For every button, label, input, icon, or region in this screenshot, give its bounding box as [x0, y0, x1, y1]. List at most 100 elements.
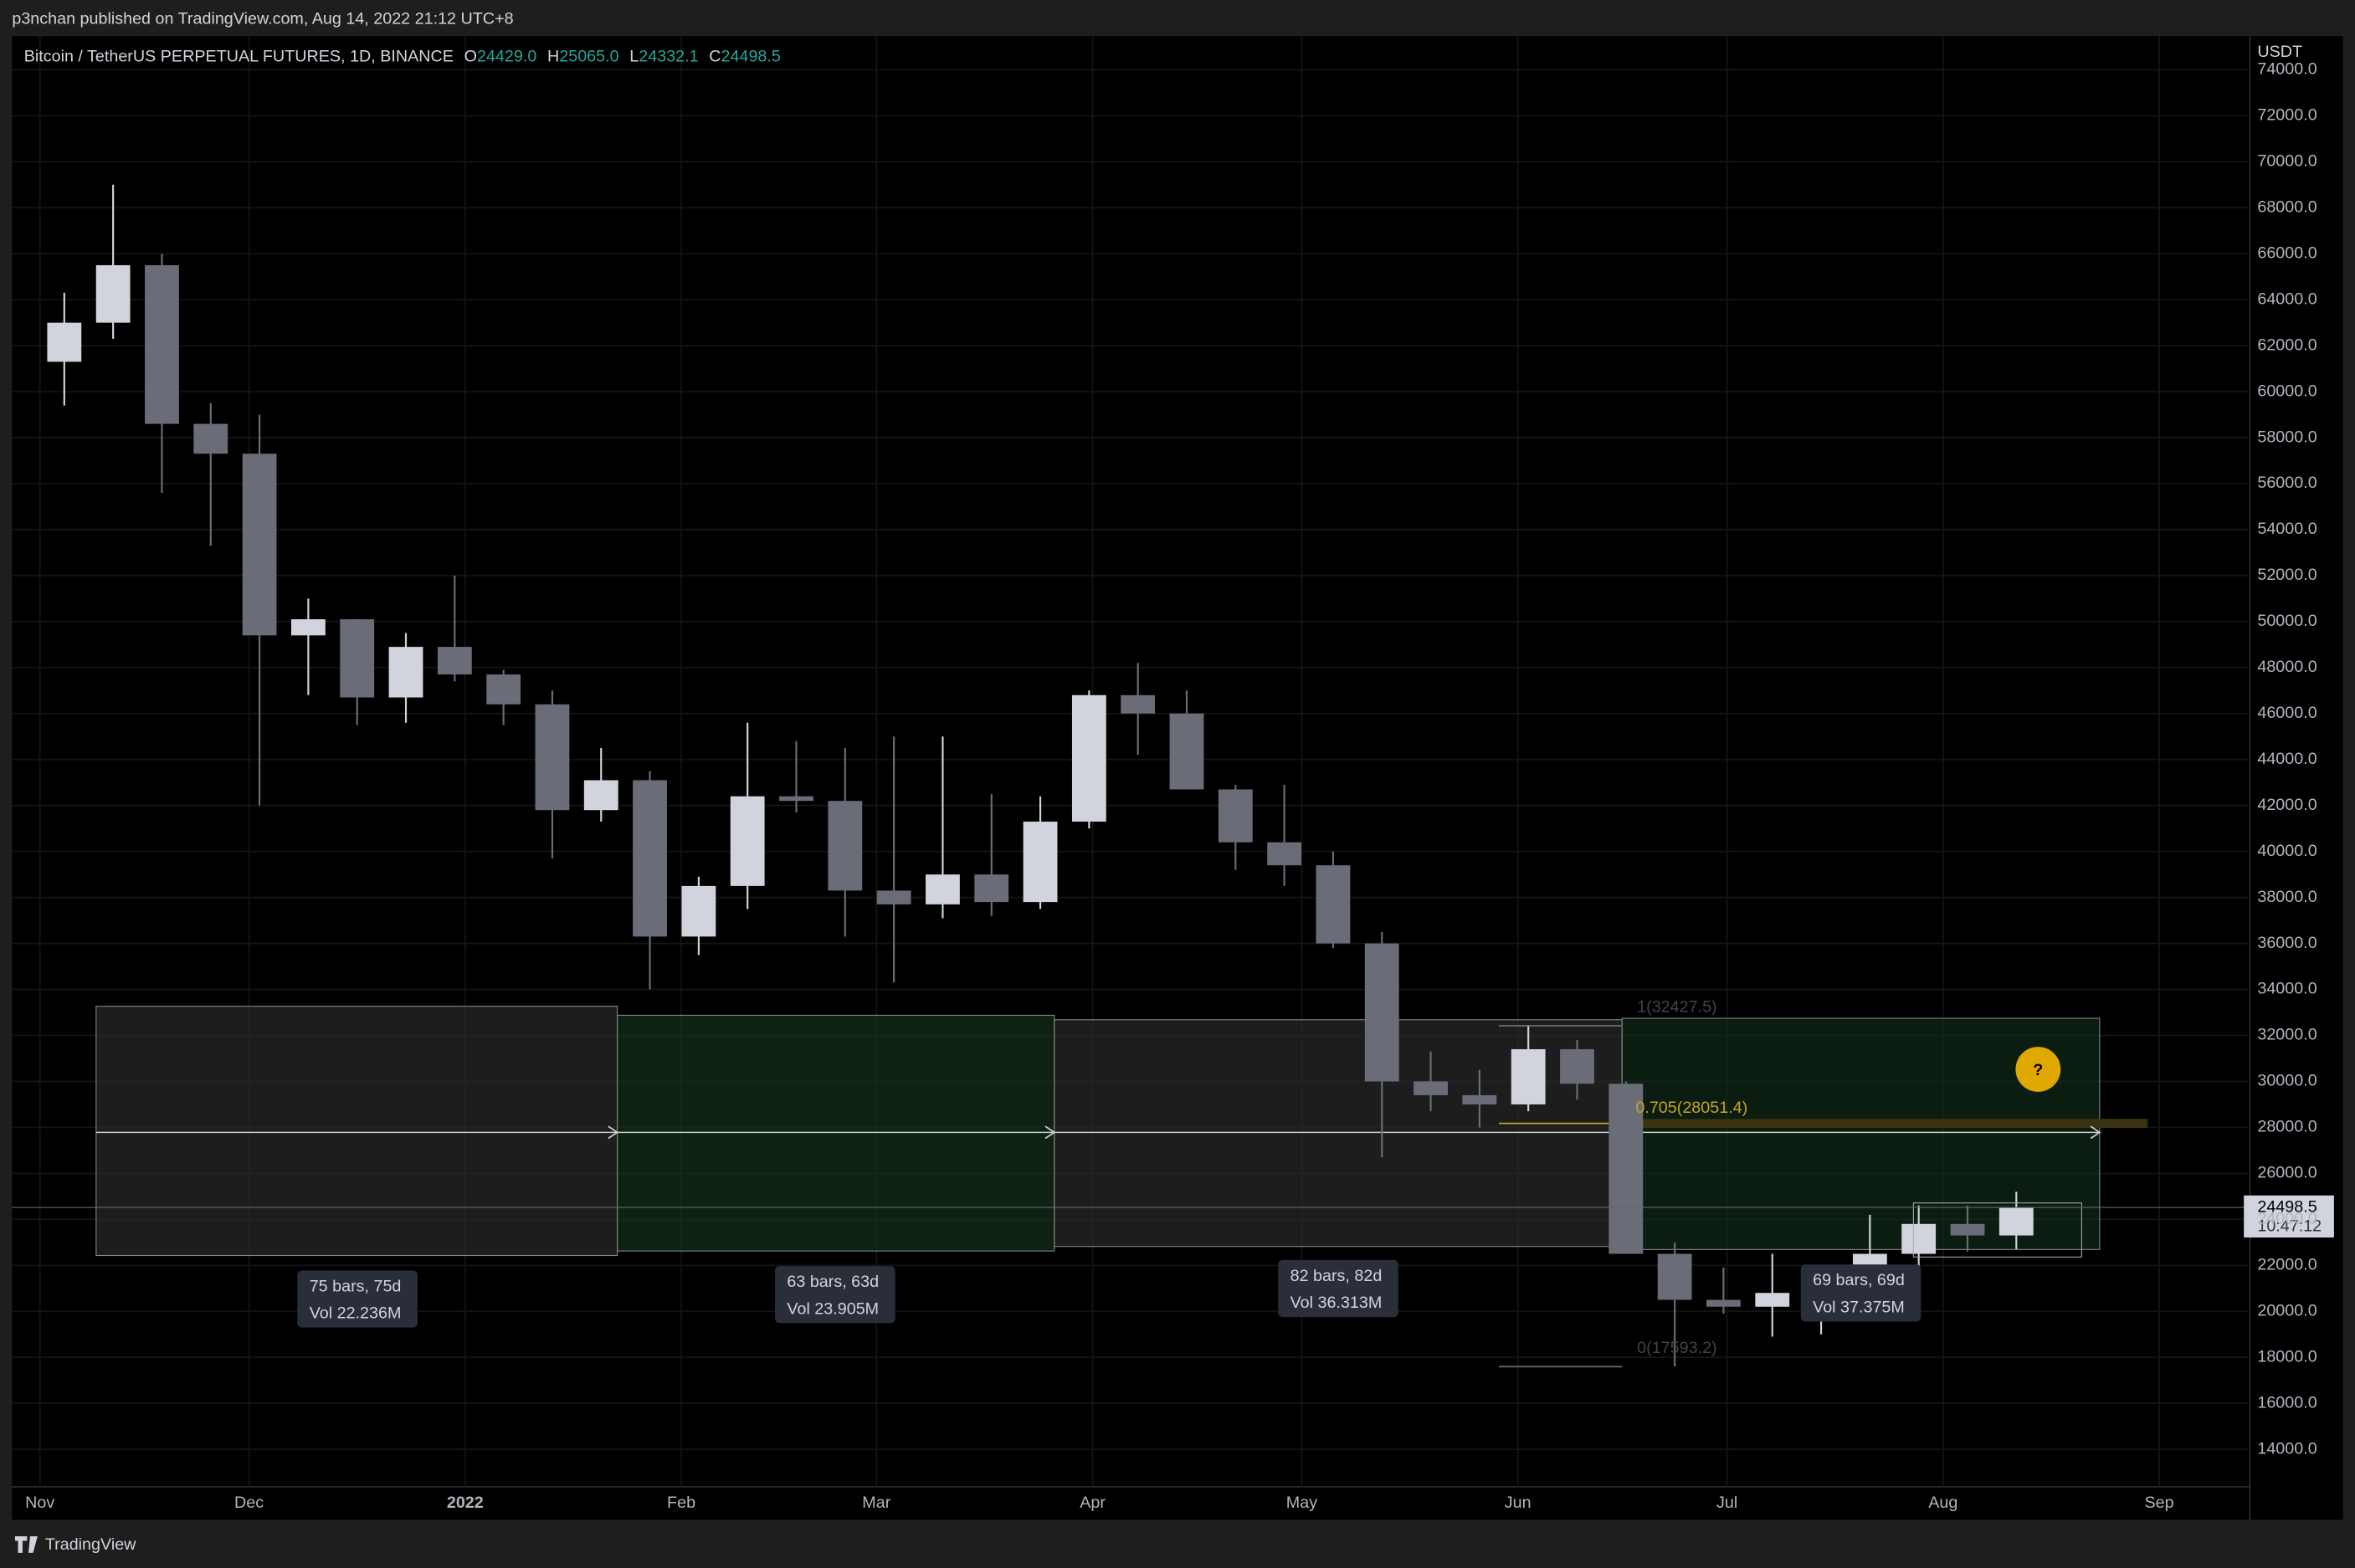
y-tick-label: 52000.0: [2257, 566, 2317, 584]
y-tick-label: 40000.0: [2257, 842, 2317, 860]
candle-body: [47, 322, 82, 362]
y-tick-label: 22000.0: [2257, 1255, 2317, 1273]
y-tick-label: 62000.0: [2257, 336, 2317, 354]
candle-body: [730, 796, 765, 886]
candle-body: [828, 801, 863, 891]
help-icon[interactable]: [2015, 1047, 2061, 1092]
candle-body: [1706, 1299, 1741, 1307]
y-tick-label: 54000.0: [2257, 520, 2317, 538]
candle-body: [145, 264, 179, 424]
y-tick-label: 20000.0: [2257, 1301, 2317, 1319]
axis-title: USDT: [2257, 43, 2302, 61]
candle-body: [1901, 1223, 1937, 1254]
countdown: 10:47:12: [2257, 1217, 2322, 1236]
candle-body: [876, 890, 911, 904]
l-label: L: [629, 48, 639, 66]
candle-body: [388, 647, 423, 698]
label-bg: [775, 1266, 895, 1324]
vol: Vol 23.905M: [787, 1299, 879, 1318]
candle-body: [681, 885, 716, 937]
candle-body: [1414, 1081, 1448, 1095]
y-tick-label: 60000.0: [2257, 382, 2317, 400]
candle-body: [1608, 1084, 1644, 1254]
candle-body: [1560, 1048, 1594, 1084]
candle-body: [1121, 694, 1156, 714]
high: 25065.0: [559, 48, 618, 66]
range-box: [617, 1014, 1055, 1252]
bars: 75 bars, 75d: [310, 1277, 402, 1295]
y-tick-label: 18000.0: [2257, 1347, 2317, 1366]
arrow-heads: [608, 1125, 2101, 1140]
bars: 69 bars, 69d: [1813, 1271, 1905, 1289]
candle-body: [1998, 1207, 2034, 1236]
y-tick-label: 58000.0: [2257, 428, 2317, 446]
x-tick-label: Jun: [1505, 1494, 1532, 1512]
y-tick-label: 64000.0: [2257, 290, 2317, 308]
y-tick-label: 14000.0: [2257, 1439, 2317, 1458]
c-label: C: [709, 48, 721, 66]
publisher: p3nchan published on TradingView.com, Au…: [12, 10, 513, 28]
candle-body: [1364, 943, 1399, 1082]
logo: [14, 1536, 38, 1553]
y-tick-label: 74000.0: [2257, 60, 2317, 79]
x-tick-label: Jul: [1716, 1494, 1737, 1512]
candle-body: [974, 874, 1009, 903]
y-tick-label: 30000.0: [2257, 1072, 2317, 1090]
y-tick-label: 46000.0: [2257, 704, 2317, 722]
y-tick-label: 42000.0: [2257, 796, 2317, 814]
fib-label: 0.705(28051.4): [1635, 1099, 1747, 1117]
brand: TradingView: [45, 1535, 136, 1554]
measure-label: 75 bars, 75d Vol 22.236M: [297, 1270, 418, 1328]
y-tick-label: 66000.0: [2257, 243, 2317, 262]
y-tick-label: 28000.0: [2257, 1118, 2317, 1136]
y-tick-label: 36000.0: [2257, 934, 2317, 952]
open: 24429.0: [477, 48, 536, 66]
x-tick-label: Dec: [234, 1494, 264, 1512]
fib-label: 1(32427.5): [1637, 998, 1716, 1017]
legend: Bitcoin / TetherUS PERPETUAL FUTURES, 1D…: [24, 48, 781, 66]
measure-label: 69 bars, 69d Vol 37.375M: [1800, 1264, 1921, 1322]
candle-body: [1071, 694, 1106, 822]
candle-body: [1950, 1223, 1985, 1236]
y-tick-label: 38000.0: [2257, 888, 2317, 906]
candle-body: [535, 704, 570, 811]
measure-label: 63 bars, 63d Vol 23.905M: [775, 1266, 895, 1324]
o-label: O: [464, 48, 477, 66]
candle-body: [486, 674, 521, 705]
y-tick-label: 44000.0: [2257, 750, 2317, 768]
fib-label: 0(17593.2): [1637, 1339, 1716, 1357]
candle-body: [242, 453, 277, 636]
low: 24332.1: [639, 48, 698, 66]
x-tick-label: 2022: [447, 1494, 484, 1512]
y-tick-label: 50000.0: [2257, 612, 2317, 630]
vol: Vol 36.313M: [1290, 1294, 1383, 1312]
candle-body: [95, 264, 131, 323]
bars: 63 bars, 63d: [787, 1273, 879, 1291]
y-tick-label: 48000.0: [2257, 658, 2317, 676]
vol: Vol 22.236M: [310, 1304, 402, 1323]
range-box: [95, 1006, 618, 1257]
vol: Vol 37.375M: [1813, 1299, 1905, 1317]
x-tick-label: Apr: [1080, 1494, 1106, 1512]
label-bg: [297, 1270, 418, 1328]
candle-body: [1267, 842, 1302, 866]
measure-label: 82 bars, 82d Vol 36.313M: [1278, 1259, 1398, 1318]
last-price: 24498.5: [2257, 1197, 2317, 1216]
candle-body: [290, 619, 326, 636]
candle-body: [1316, 865, 1351, 944]
symbol: Bitcoin / TetherUS PERPETUAL FUTURES, 1D…: [24, 48, 454, 66]
box: [1912, 1202, 2082, 1258]
candle-body: [1511, 1048, 1546, 1104]
x-tick-label: May: [1286, 1494, 1317, 1512]
candle-body: [340, 619, 375, 698]
candle-body: [193, 423, 228, 454]
x-tick-label: Mar: [862, 1494, 890, 1512]
h-label: H: [547, 48, 559, 66]
candle-body: [1169, 713, 1204, 790]
bars: 82 bars, 82d: [1290, 1267, 1383, 1285]
y-tick-label: 70000.0: [2257, 152, 2317, 171]
y-tick-label: 72000.0: [2257, 106, 2317, 125]
x-tick-label: Aug: [1928, 1494, 1957, 1512]
